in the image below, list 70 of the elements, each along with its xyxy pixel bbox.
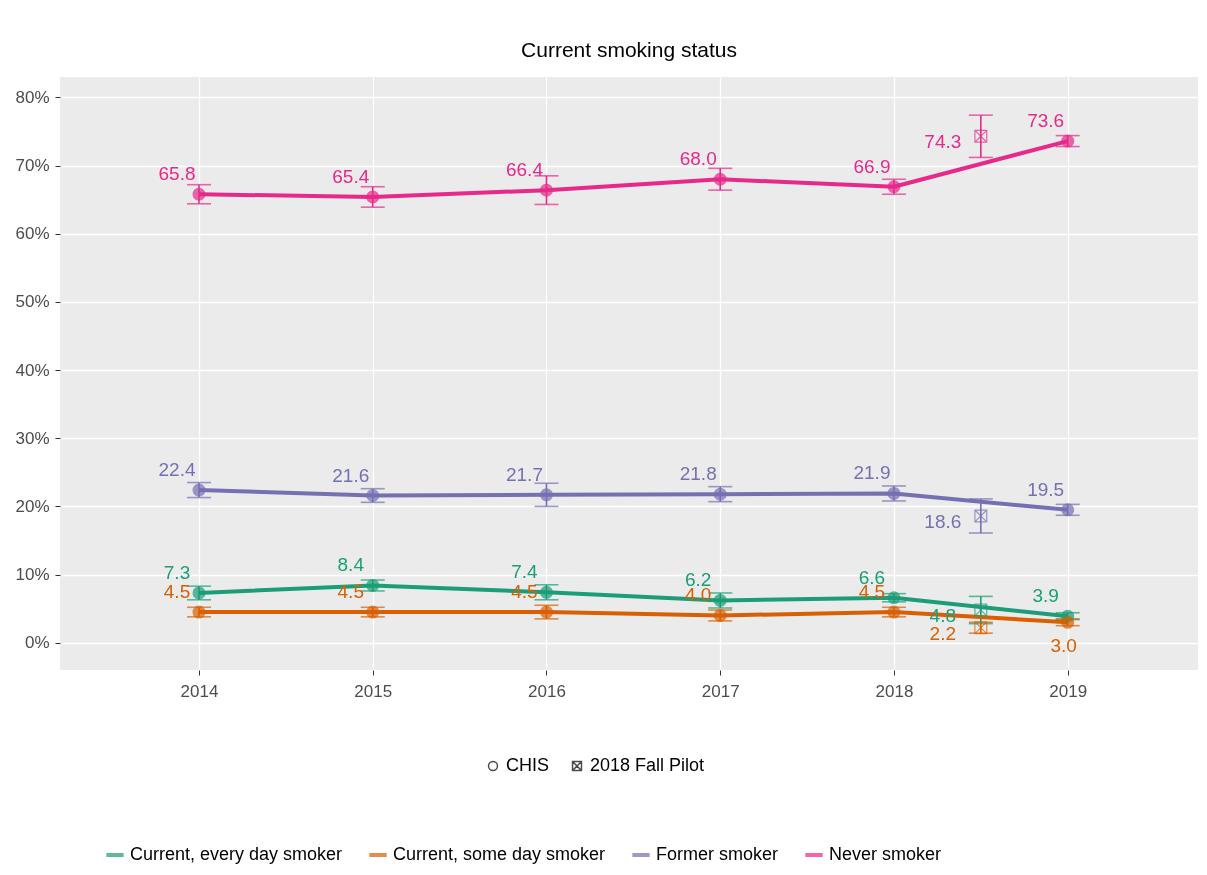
y-tick-label: 20%: [15, 496, 50, 516]
point: [713, 608, 727, 622]
y-tick-label: 70%: [15, 156, 50, 176]
x-tick-label: 2019: [1049, 681, 1088, 701]
point: [192, 586, 206, 600]
point: [1061, 503, 1075, 517]
point: [974, 509, 988, 523]
chart-title: Current smoking status: [521, 38, 737, 61]
point: [366, 190, 380, 204]
legend-label: Never smoker: [829, 844, 942, 864]
x-tick-label: 2018: [875, 681, 914, 701]
data-label: 65.8: [158, 163, 196, 185]
data-label: 18.6: [924, 510, 962, 532]
point: [366, 489, 380, 503]
point: [887, 180, 901, 194]
text: 2018 Fall Pilot: [590, 755, 705, 775]
x-tick-label: 2014: [180, 681, 219, 701]
point: [713, 593, 727, 607]
data-label: 3.9: [1032, 585, 1059, 607]
y-tick-label: 60%: [15, 224, 50, 244]
x-tick-label: 2017: [701, 681, 740, 701]
data-label: 68.0: [679, 148, 717, 170]
data-label: 7.4: [511, 561, 539, 583]
data-label: 21.7: [505, 463, 543, 485]
y-tick-label: 0%: [24, 633, 50, 653]
data-label: 21.6: [332, 464, 370, 486]
point: [539, 585, 553, 599]
point: [713, 172, 727, 186]
legend-label: Former smoker: [656, 844, 779, 864]
data-label: 4.5: [163, 581, 191, 603]
data-label: 19.5: [1027, 478, 1065, 500]
y-tick-label: 10%: [15, 565, 50, 585]
point: [1061, 134, 1075, 148]
x-tick-label: 2016: [528, 681, 566, 701]
point: [192, 483, 206, 497]
point: [539, 605, 553, 619]
legend-label: Current, every day smoker: [130, 844, 343, 864]
data-label: 22.4: [158, 459, 196, 481]
point: [1061, 615, 1075, 629]
data-label: 74.3: [924, 131, 962, 153]
data-label: 66.4: [505, 159, 544, 181]
data-label: 21.8: [679, 463, 717, 485]
data-label: 2.2: [929, 622, 957, 644]
data-label: 21.9: [853, 462, 891, 484]
point: [539, 488, 553, 502]
data-label: 3.0: [1050, 635, 1077, 657]
data-label: 73.6: [1027, 110, 1065, 132]
point: [974, 129, 988, 143]
x-tick-label: 2015: [354, 681, 393, 701]
point: [887, 486, 901, 500]
data-label: 65.4: [332, 165, 370, 187]
data-label: 7.3: [163, 561, 191, 583]
point: [713, 487, 727, 501]
point: [366, 605, 380, 619]
point: [366, 578, 380, 592]
point: [887, 591, 901, 605]
legend-label: Current, some day smoker: [393, 844, 606, 864]
data-label: 8.4: [337, 554, 365, 576]
point: [539, 183, 553, 197]
point: [192, 605, 206, 619]
point: [974, 621, 988, 635]
data-label: 66.9: [853, 155, 891, 177]
y-tick-label: 40%: [15, 360, 50, 380]
text: CHIS: [506, 755, 550, 775]
point: [192, 187, 206, 201]
y-tick-label: 50%: [15, 292, 50, 312]
y-tick-label: 80%: [15, 87, 50, 107]
point: [887, 605, 901, 619]
point: [974, 603, 988, 617]
y-tick-label: 30%: [15, 428, 50, 448]
